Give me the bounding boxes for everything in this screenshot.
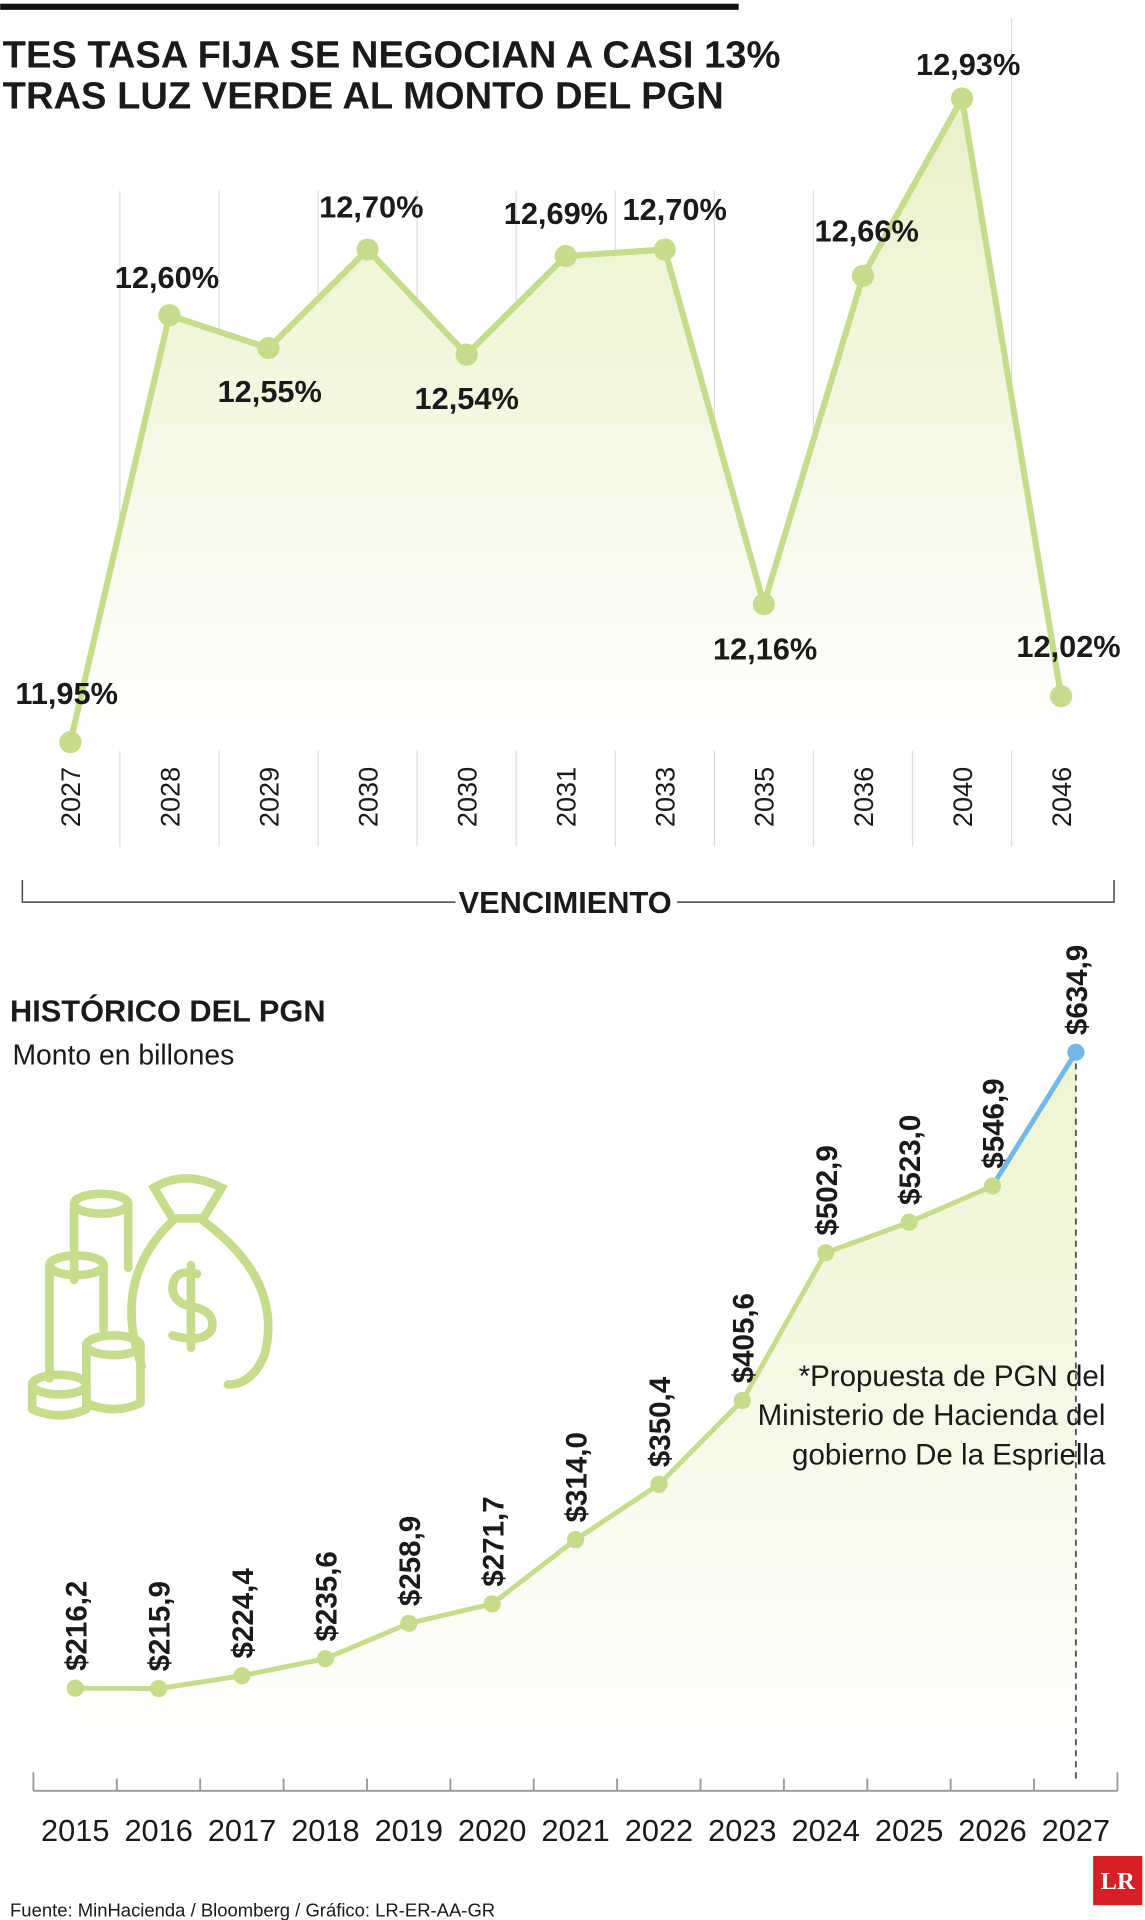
- value-label: 11,95%: [15, 676, 118, 711]
- point: [356, 238, 379, 261]
- value-label: 12,93%: [916, 47, 1020, 82]
- logo: [1093, 1856, 1143, 1906]
- value-label: $224,4: [227, 1568, 260, 1659]
- value-label: $634,9: [1061, 945, 1094, 1035]
- x-tick-label: 2046: [1046, 767, 1077, 827]
- subtitle: HISTÓRICO DEL PGN: [10, 993, 326, 1029]
- x-tick-label: 2028: [154, 767, 185, 827]
- title: TRAS LUZ VERDE AL MONTO DEL PGN: [3, 74, 724, 117]
- point: [400, 1614, 418, 1632]
- area: [70, 98, 1062, 751]
- point: [257, 336, 280, 360]
- value-label: 12,16%: [713, 632, 817, 667]
- x-tick-label: 2027: [55, 767, 86, 827]
- x-tick-label: 2022: [625, 1813, 693, 1848]
- x-tick-label: 2023: [708, 1813, 776, 1848]
- value-label: 12,55%: [218, 374, 322, 409]
- value-label: 12,54%: [415, 381, 519, 416]
- value-label: 12,69%: [504, 196, 608, 231]
- x-tick-label: 2020: [458, 1813, 526, 1848]
- point: [316, 1650, 335, 1668]
- x-tick-label: 2036: [848, 767, 879, 827]
- bracket: [21, 880, 456, 903]
- point: [158, 304, 181, 327]
- value-label: $523,0: [894, 1115, 927, 1205]
- point: [752, 593, 775, 616]
- annotation: gobierno De la Espriella: [792, 1439, 1106, 1472]
- point: [483, 1595, 501, 1613]
- point: [1050, 685, 1073, 708]
- annotation: *Propuesta de PGN del: [799, 1360, 1106, 1393]
- annotation: Ministerio de Hacienda del: [758, 1399, 1106, 1432]
- x-tick-label: 2016: [124, 1813, 192, 1848]
- x-tick-label: 2027: [1042, 1813, 1110, 1848]
- x-axis-label: VENCIMIENTO: [459, 885, 672, 920]
- point: [59, 731, 82, 754]
- title: TES TASA FIJA SE NEGOCIAN A CASI 13%: [3, 34, 781, 77]
- value-label: 12,70%: [623, 192, 727, 227]
- x-tick-label: 2035: [749, 767, 780, 827]
- point: [554, 245, 577, 268]
- value-label: $502,9: [811, 1145, 844, 1235]
- value-label: $271,7: [477, 1496, 510, 1586]
- logo-text: LR: [1101, 1868, 1135, 1895]
- x-tick-label: 2025: [875, 1813, 943, 1848]
- point: [233, 1667, 251, 1685]
- area: [75, 1052, 1076, 1779]
- value-label: $258,9: [394, 1516, 427, 1606]
- x-tick-label: 2019: [375, 1813, 443, 1848]
- x-tick-label: 2026: [958, 1813, 1026, 1848]
- x-tick-label: 2033: [650, 767, 681, 827]
- value-label: $546,9: [978, 1078, 1011, 1168]
- value-label: 12,02%: [1016, 629, 1120, 664]
- value-label: $405,6: [727, 1293, 760, 1383]
- bracket: [677, 880, 1115, 903]
- x-tick-label: 2040: [947, 767, 978, 827]
- x-tick-label: 2029: [253, 767, 284, 827]
- value-label: $215,9: [144, 1581, 177, 1671]
- value-label: 12,66%: [815, 213, 919, 248]
- point: [817, 1244, 835, 1262]
- point: [150, 1680, 168, 1698]
- value-label: 12,70%: [319, 190, 423, 225]
- value-label: 12,60%: [115, 260, 219, 295]
- value-label: $216,2: [60, 1581, 93, 1671]
- x-tick-label: 2017: [208, 1813, 276, 1848]
- point: [733, 1391, 751, 1410]
- point: [653, 238, 676, 261]
- x-tick-label: 2024: [792, 1813, 860, 1848]
- point: [66, 1679, 84, 1697]
- x-tick-label: 2021: [541, 1813, 609, 1848]
- point: [983, 1177, 1002, 1195]
- point: [900, 1213, 918, 1231]
- point: [1067, 1043, 1085, 1061]
- value-label: $235,6: [311, 1551, 344, 1641]
- value-label: $350,4: [644, 1376, 677, 1467]
- source: Fuente: MinHacienda / Bloomberg / Gráfic…: [10, 1899, 495, 1920]
- x-tick-label: 2030: [352, 767, 383, 827]
- money-icon: [27, 1174, 273, 1420]
- point: [851, 264, 875, 287]
- point: [566, 1531, 585, 1549]
- top-bar: [0, 3, 739, 10]
- line-highlight: [990, 1051, 1078, 1188]
- x-tick-label: 2030: [452, 767, 483, 827]
- x-tick-label: 2031: [551, 767, 582, 827]
- point: [950, 87, 974, 110]
- x-tick-label: 2018: [291, 1813, 359, 1848]
- point: [455, 343, 478, 366]
- line: [75, 1183, 994, 1692]
- point: [650, 1475, 668, 1493]
- value-label: $314,0: [561, 1432, 594, 1522]
- x-tick-label: 2015: [41, 1813, 109, 1848]
- subtitle: Monto en billones: [12, 1039, 234, 1071]
